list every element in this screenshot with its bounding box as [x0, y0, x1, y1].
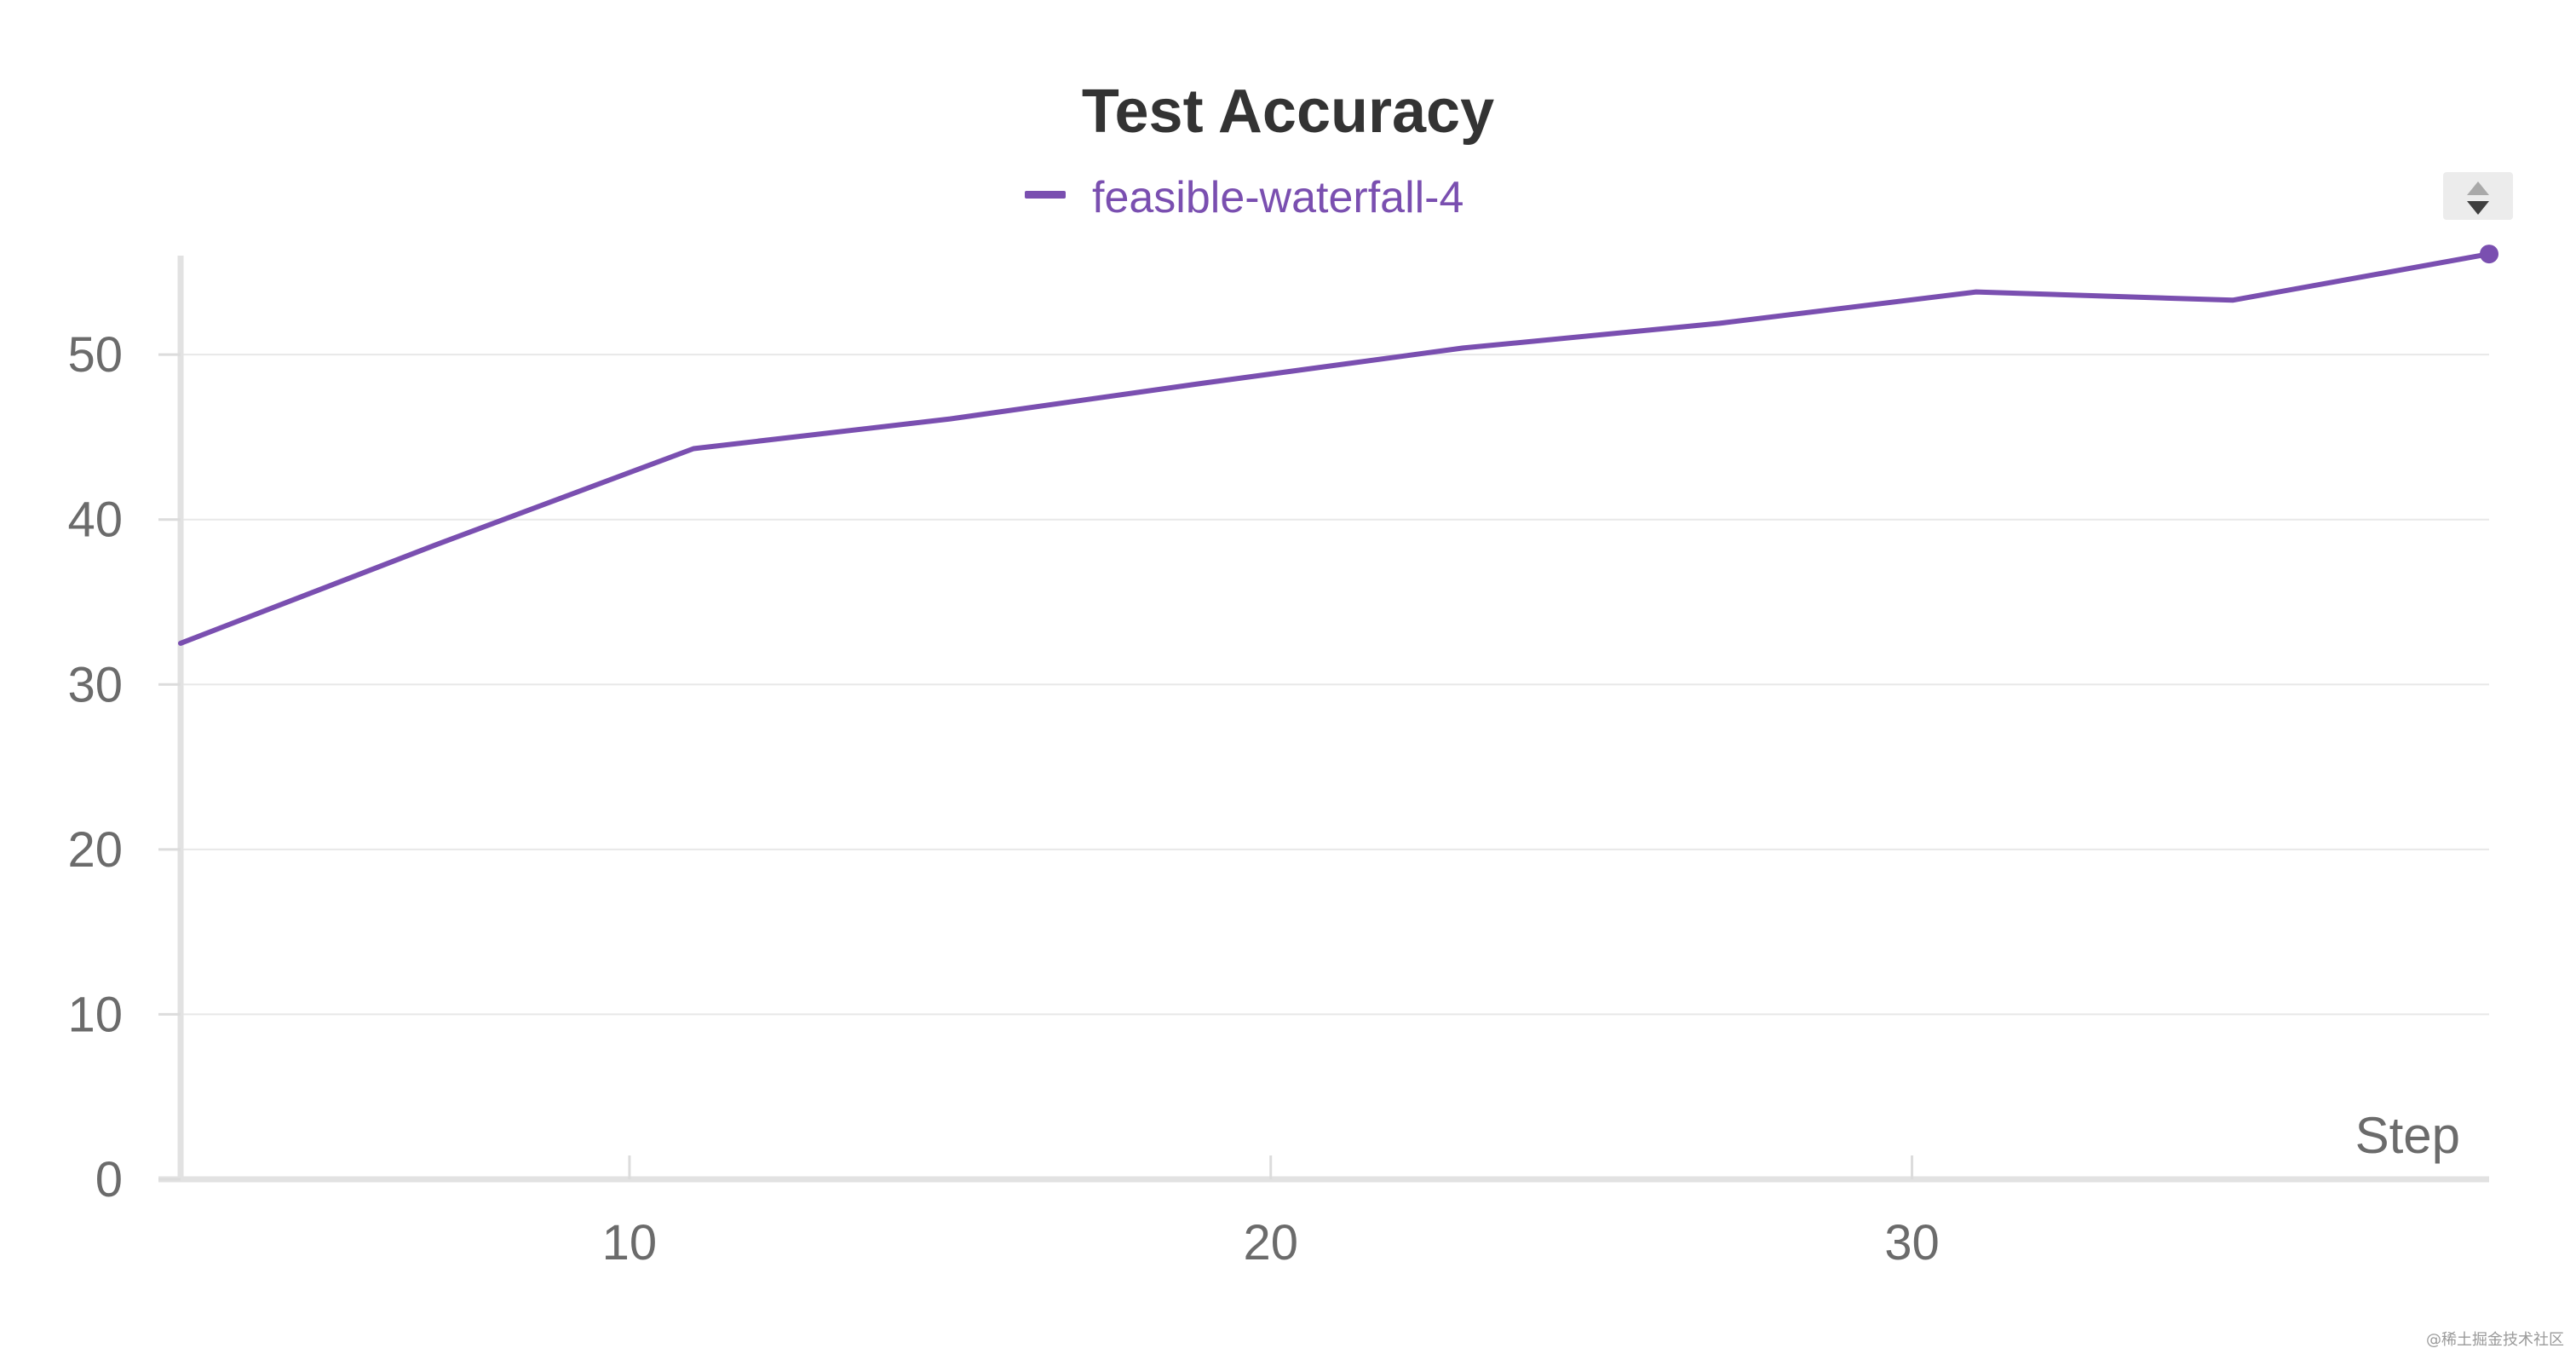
chart-title: Test Accuracy	[1082, 78, 1494, 146]
sort-arrows-icon	[2467, 181, 2489, 215]
x-tick-label: 10	[602, 1215, 658, 1270]
series-layer	[178, 245, 2498, 646]
y-tick-label: 20	[67, 822, 123, 878]
x-tick-label: 20	[1243, 1215, 1298, 1270]
legend[interactable]: feasible-waterfall-4	[1025, 173, 1463, 222]
axes	[158, 256, 2489, 1183]
y-tick-label: 40	[67, 493, 123, 548]
ticks: 0 10 20 30 40 50 10 20 30	[67, 327, 1939, 1270]
sort-button-background	[2443, 172, 2513, 220]
legend-label: feasible-waterfall-4	[1092, 173, 1463, 222]
y-tick-label: 50	[67, 327, 123, 383]
y-tick-label: 10	[67, 987, 123, 1042]
series-end-point[interactable]	[2480, 245, 2498, 264]
watermark-text: @稀土掘金技术社区	[2426, 1331, 2564, 1349]
legend-swatch	[1025, 191, 1066, 199]
x-axis-title: Step	[2355, 1107, 2460, 1164]
y-tick-label: 0	[95, 1152, 123, 1207]
y-tick-label: 30	[67, 657, 123, 712]
series-line[interactable]	[178, 251, 2492, 646]
sort-button[interactable]	[2443, 172, 2513, 220]
x-tick-label: 30	[1884, 1215, 1940, 1270]
grid	[181, 354, 2489, 1016]
